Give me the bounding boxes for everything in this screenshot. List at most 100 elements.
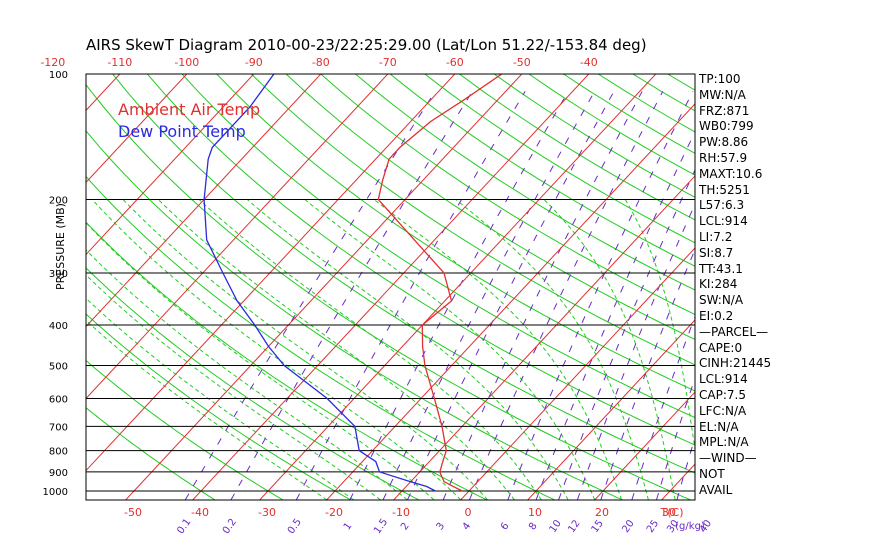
- moist-adiabat-line: [91, 199, 462, 500]
- dry-adiabat-line: [251, 74, 695, 366]
- bottom-temp-tick-label: 0: [465, 506, 472, 519]
- bottom-temp-tick-label: 30: [662, 506, 676, 519]
- dry-adiabat-line: [285, 74, 695, 340]
- stat-line: MAXT:10.6: [699, 166, 763, 181]
- mixing-ratio-line: [507, 91, 694, 500]
- mixing-ratio-label: 0.2: [221, 517, 239, 536]
- bottom-temp-tick-label: -20: [325, 506, 343, 519]
- bottom-temp-tick-label: -30: [258, 506, 276, 519]
- mixing-ratio-label: 1.5: [372, 517, 390, 536]
- mixing-ratio-label: 20: [620, 518, 636, 535]
- stat-line: FRZ:871: [699, 103, 750, 118]
- top-temp-tick-label: -100: [174, 56, 199, 69]
- isotherm-line: [460, 247, 695, 500]
- mixing-ratio-label: 4: [461, 521, 474, 533]
- mixing-ratio-line: [600, 248, 695, 500]
- isotherm-line: [393, 175, 695, 500]
- stat-line: EL:N/A: [699, 419, 739, 434]
- top-temp-tick-label: -80: [312, 56, 330, 69]
- mixing-ratio-line: [442, 91, 643, 500]
- isotherm-line: [86, 74, 188, 184]
- moist-adiabat-line: [86, 319, 328, 500]
- bottom-temp-tick-label: 10: [528, 506, 542, 519]
- pressure-tick-label: 500: [49, 361, 68, 372]
- bottom-temp-tick-label: -40: [191, 506, 209, 519]
- moist-adiabat-line: [246, 199, 569, 500]
- isotherm-line: [86, 74, 322, 328]
- dry-adiabat-line: [86, 407, 215, 500]
- legend-ambient-air-temp: Ambient Air Temp: [118, 100, 261, 119]
- stat-line: MW:N/A: [699, 87, 746, 102]
- stat-line: —PARCEL—: [699, 324, 769, 339]
- mixing-ratio-label: 3: [435, 521, 448, 533]
- stat-line: TP:100: [699, 72, 741, 86]
- stat-line: EI:0.2: [699, 308, 734, 323]
- isotherm-line: [0, 65, 61, 500]
- plot-frame: [85, 73, 696, 501]
- pressure-tick-label: 300: [49, 269, 68, 280]
- mixing-ratio-label: 25: [645, 518, 661, 535]
- stat-line: LCL:914: [699, 214, 748, 229]
- dry-adiabat-line: [320, 74, 695, 316]
- sounding-stats-panel: TP:100 MW:N/A FRZ:871 WB0:799 PW:8.86 RH…: [699, 72, 771, 499]
- isotherm-line: [125, 74, 523, 500]
- isotherm-line: [863, 65, 870, 500]
- stat-line: NOT: [699, 466, 725, 481]
- pressure-tick-label: 900: [49, 468, 68, 479]
- plot-area: [0, 65, 870, 500]
- pressure-tick-label: 1000: [43, 487, 68, 498]
- mixing-ratio-line: [576, 202, 695, 500]
- moist-adiabat-line: [157, 199, 515, 500]
- dry-adiabat-line: [86, 83, 691, 500]
- moist-adiabat-line: [198, 199, 542, 500]
- legend-dew-point-temp: Dew Point Temp: [118, 122, 246, 141]
- top-temp-tick-label: -70: [379, 56, 397, 69]
- dry-adiabat-line: [86, 129, 623, 500]
- mixing-ratio-label: 12: [566, 518, 582, 535]
- mixing-ratio-label: 8: [527, 521, 540, 533]
- stat-line: LCL:914: [699, 372, 748, 387]
- mixing-ratio-label: 15: [590, 518, 606, 535]
- mixing-ratio-line: [230, 91, 473, 500]
- moist-adiabat-line: [86, 297, 354, 500]
- top-temp-tick-label: -50: [513, 56, 531, 69]
- stat-line: LI:7.2: [699, 229, 733, 244]
- bottom-temp-tick-label: -50: [124, 506, 142, 519]
- dry-adiabat-line: [493, 74, 695, 198]
- dry-adiabat-line: [86, 175, 555, 500]
- pressure-tick-label: 600: [49, 394, 68, 405]
- isotherm-line: [192, 74, 590, 500]
- moist-adiabat-line: [122, 199, 488, 500]
- stat-line: SW:N/A: [699, 293, 744, 308]
- mixing-ratio-line: [535, 130, 695, 500]
- mixing-ratio-line: [295, 91, 526, 500]
- dry-adiabat-line: [86, 313, 351, 500]
- stat-line: —WIND—: [699, 451, 757, 466]
- stat-line: RH:57.9: [699, 150, 748, 165]
- pressure-tick-label: 200: [49, 196, 68, 207]
- mixing-ratio-line: [349, 91, 569, 500]
- mixing-ratio-unit-label: (g/kg): [675, 521, 705, 532]
- stat-line: L57:6.3: [699, 198, 745, 213]
- temp-unit-label: T(C): [660, 506, 684, 519]
- mixing-ratio-label: 1: [342, 521, 355, 533]
- mixing-ratio-line: [184, 91, 436, 500]
- dry-adiabat-line: [355, 74, 695, 291]
- dry-adiabat-line: [389, 74, 695, 267]
- isotherm-line: [259, 74, 657, 500]
- mixing-ratio-line: [382, 91, 596, 500]
- chart-title: AIRS SkewT Diagram 2010-00-23/22:25:29.0…: [86, 36, 647, 54]
- mixing-ratio-line: [656, 376, 695, 500]
- isotherm-line: [86, 74, 456, 472]
- stat-line: LFC:N/A: [699, 403, 747, 418]
- dry-adiabat-line: [147, 74, 695, 446]
- y-axis-label: PRESSURE (MB): [54, 203, 67, 290]
- pressure-tick-label: 400: [49, 321, 68, 332]
- mixing-ratio-line: [468, 91, 664, 500]
- moist-adiabat-line: [86, 249, 408, 500]
- moist-adiabat-line: [455, 199, 649, 500]
- mixing-ratio-line: [558, 168, 695, 500]
- mixing-ratio-line: [631, 315, 695, 500]
- dew-point-temp-line: [203, 74, 436, 492]
